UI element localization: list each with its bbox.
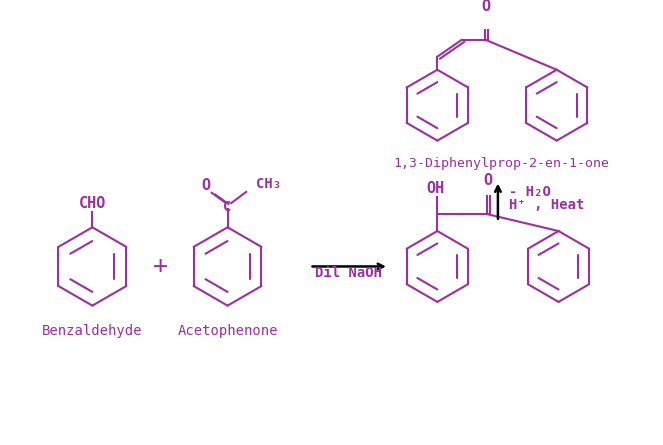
Text: Dil NaOH: Dil NaOH [315, 266, 383, 279]
Text: H⁺ , Heat: H⁺ , Heat [509, 198, 585, 212]
Text: CH₃: CH₃ [255, 178, 280, 191]
Text: Acetophenone: Acetophenone [177, 324, 278, 338]
Text: Benzaldehyde: Benzaldehyde [42, 324, 143, 338]
Text: 1,3-Diphenylprop-2-en-1-one: 1,3-Diphenylprop-2-en-1-one [394, 158, 610, 170]
Text: O: O [483, 173, 492, 188]
Text: +: + [153, 255, 168, 279]
Text: O: O [202, 178, 211, 193]
Text: CHO: CHO [79, 195, 106, 210]
Text: O: O [481, 0, 491, 14]
Text: C: C [223, 200, 232, 214]
Text: OH: OH [426, 181, 445, 196]
Text: - H₂O: - H₂O [509, 185, 551, 199]
